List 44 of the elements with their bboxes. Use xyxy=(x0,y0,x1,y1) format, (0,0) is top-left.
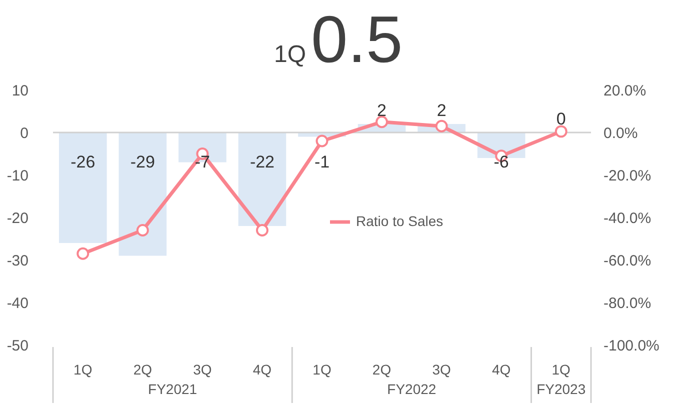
point xyxy=(435,120,448,132)
chart-title: 1Q xyxy=(274,41,306,68)
y2-tick-label: -40.0% xyxy=(604,210,652,227)
x-tick-label: 4Q xyxy=(252,362,272,378)
x-tick-label: 1Q xyxy=(552,362,571,378)
y2-tick-label: 20.0% xyxy=(604,82,646,100)
x-tick-label: 3Q xyxy=(193,362,212,378)
point xyxy=(316,134,328,148)
point xyxy=(554,125,568,138)
y-tick-label: -50 xyxy=(6,338,28,354)
x-tick-label: 3Q xyxy=(432,362,451,378)
y-tick-label: -30 xyxy=(6,252,28,270)
y2-tick-label: -80.0% xyxy=(604,295,652,312)
y-tick-label: 0 xyxy=(20,125,28,142)
data-label: 2 xyxy=(436,101,446,120)
data-label: -22 xyxy=(250,152,275,172)
point xyxy=(376,116,388,128)
data-label: 2 xyxy=(377,101,387,120)
x-tick-label: 4Q xyxy=(492,362,511,378)
legend-label: Ratio to Sales xyxy=(356,213,444,229)
chart-subtitle: 0.5 xyxy=(311,2,403,76)
y-tick-label: -20 xyxy=(6,210,28,227)
data-label: -26 xyxy=(70,152,96,172)
data-label: -1 xyxy=(314,152,330,172)
x-tick-label: 1Q xyxy=(312,362,332,378)
y2-tick-label: -60.0% xyxy=(604,252,652,270)
x-tick-label: 1Q xyxy=(74,362,92,378)
text: FY2023 xyxy=(536,381,586,397)
x-tick-label: 2Q xyxy=(133,362,152,378)
y2-tick-label: -100.0% xyxy=(604,338,660,354)
data-label: 0 xyxy=(556,110,566,128)
data-label: -29 xyxy=(130,152,155,172)
y2-tick-label: 0.0% xyxy=(604,125,638,142)
point xyxy=(76,247,90,260)
y2-tick-label: -20.0% xyxy=(604,168,652,184)
y-tick-label: 10 xyxy=(12,82,28,100)
text: FY2021 xyxy=(148,381,198,397)
point xyxy=(136,224,149,236)
point xyxy=(256,224,268,236)
text: FY2022 xyxy=(387,381,436,397)
y-tick-label: -10 xyxy=(6,168,28,184)
data-label: -7 xyxy=(194,152,210,172)
x-tick-label: 2Q xyxy=(372,362,392,378)
y-tick-label: -40 xyxy=(6,295,28,312)
